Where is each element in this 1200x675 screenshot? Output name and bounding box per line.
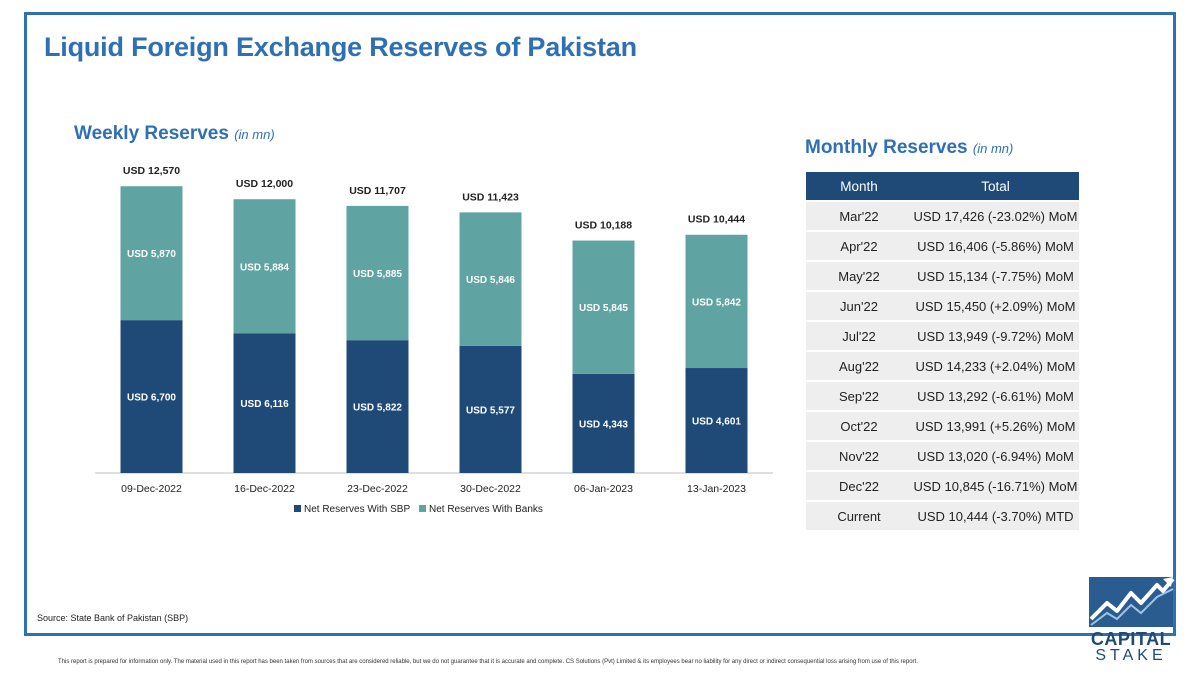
table-row: Jul'22 USD 13,949 (-9.72%) MoM bbox=[806, 322, 1079, 350]
total-cell: USD 15,450 (+2.09%) MoM bbox=[912, 292, 1079, 320]
source-note: Source: State Bank of Pakistan (SBP) bbox=[37, 613, 189, 623]
total-cell: USD 15,134 (-7.75%) MoM bbox=[912, 262, 1079, 290]
data-label-sbp: USD 4,343 bbox=[579, 419, 628, 430]
data-label-banks: USD 5,842 bbox=[692, 297, 741, 308]
bar-sbp bbox=[572, 373, 635, 473]
x-tick-label: 06-Jan-2023 bbox=[574, 483, 633, 495]
data-label-sbp: USD 5,822 bbox=[353, 403, 402, 414]
month-cell: Jun'22 bbox=[806, 292, 912, 320]
data-label-banks: USD 5,845 bbox=[579, 303, 628, 314]
table-row: Mar'22 USD 17,426 (-23.02%) MoM bbox=[806, 202, 1079, 230]
bar-sbp bbox=[346, 340, 409, 473]
legend-label-banks: Net Reserves With Banks bbox=[429, 504, 543, 515]
logo-mark-icon bbox=[1089, 577, 1175, 627]
bar-banks bbox=[572, 240, 635, 374]
month-cell: Current bbox=[806, 502, 912, 530]
column-header-month: Month bbox=[806, 172, 912, 200]
disclaimer: This report is prepared for information … bbox=[58, 659, 918, 665]
total-cell: USD 10,444 (-3.70%) MTD bbox=[912, 502, 1079, 530]
bar-banks bbox=[120, 186, 183, 321]
total-label: USD 10,444 bbox=[688, 214, 745, 226]
data-label-banks: USD 5,846 bbox=[466, 275, 515, 286]
data-label-banks: USD 5,870 bbox=[127, 249, 176, 260]
legend-swatch-banks bbox=[419, 505, 426, 512]
bar-banks bbox=[685, 234, 748, 369]
table-row: Oct'22 USD 13,991 (+5.26%) MoM bbox=[806, 412, 1079, 440]
month-cell: Jul'22 bbox=[806, 322, 912, 350]
month-cell: Sep'22 bbox=[806, 382, 912, 410]
weekly-title-text: Weekly Reserves bbox=[74, 123, 229, 144]
bar-banks bbox=[346, 205, 409, 341]
monthly-reserves-table: Month Total Mar'22 USD 17,426 (-23.02%) M… bbox=[806, 170, 1079, 532]
total-label: USD 12,000 bbox=[236, 178, 293, 190]
weekly-reserves-chart: USD 6,700 USD 5,870 USD 12,570 09-Dec-2022 U… bbox=[95, 165, 773, 515]
bar-sbp bbox=[120, 320, 183, 473]
x-tick-label: 30-Dec-2022 bbox=[460, 483, 521, 495]
bar-sbp bbox=[233, 333, 296, 473]
table-row: Aug'22 USD 14,233 (+2.04%) MoM bbox=[806, 352, 1079, 380]
bar-sbp bbox=[459, 345, 522, 473]
table-row: Apr'22 USD 16,406 (-5.86%) MoM bbox=[806, 232, 1079, 260]
weekly-reserves-title: Weekly Reserves (in mn) bbox=[74, 123, 275, 145]
data-label-sbp: USD 6,700 bbox=[127, 393, 176, 404]
page-title: Liquid Foreign Exchange Reserves of Paki… bbox=[44, 32, 637, 62]
total-label: USD 11,707 bbox=[349, 185, 406, 197]
column-header-total: Total bbox=[912, 172, 1079, 200]
month-cell: Oct'22 bbox=[806, 412, 912, 440]
x-tick-label: 13-Jan-2023 bbox=[687, 483, 746, 495]
total-cell: USD 13,020 (-6.94%) MoM bbox=[912, 442, 1079, 470]
table-row: Nov'22 USD 13,020 (-6.94%) MoM bbox=[806, 442, 1079, 470]
data-label-sbp: USD 4,601 bbox=[692, 417, 741, 428]
logo-text-stake: STAKE bbox=[1095, 647, 1167, 664]
bar-banks bbox=[233, 199, 296, 334]
total-cell: USD 10,845 (-16.71%) MoM bbox=[912, 472, 1079, 500]
total-cell: USD 13,292 (-6.61%) MoM bbox=[912, 382, 1079, 410]
total-cell: USD 14,233 (+2.04%) MoM bbox=[912, 352, 1079, 380]
capital-stake-logo: CAPITAL STAKE bbox=[1087, 575, 1175, 665]
month-cell: Nov'22 bbox=[806, 442, 912, 470]
total-cell: USD 17,426 (-23.02%) MoM bbox=[912, 202, 1079, 230]
month-cell: Dec'22 bbox=[806, 472, 912, 500]
bar-banks bbox=[459, 212, 522, 346]
data-label-banks: USD 5,884 bbox=[240, 262, 289, 273]
total-label: USD 10,188 bbox=[575, 220, 632, 232]
x-tick-label: 23-Dec-2022 bbox=[347, 483, 408, 495]
bar-sbp bbox=[685, 368, 748, 473]
legend-label-sbp: Net Reserves With SBP bbox=[304, 504, 410, 515]
total-label: USD 12,570 bbox=[123, 165, 180, 177]
data-label-sbp: USD 5,577 bbox=[466, 405, 515, 416]
data-label-banks: USD 5,885 bbox=[353, 269, 402, 280]
table-row: May'22 USD 15,134 (-7.75%) MoM bbox=[806, 262, 1079, 290]
logo-text-capital: CAPITAL bbox=[1090, 629, 1172, 649]
data-label-sbp: USD 6,116 bbox=[240, 399, 289, 410]
table-row: Sep'22 USD 13,292 (-6.61%) MoM bbox=[806, 382, 1079, 410]
month-cell: May'22 bbox=[806, 262, 912, 290]
total-cell: USD 16,406 (-5.86%) MoM bbox=[912, 232, 1079, 260]
monthly-unit: (in mn) bbox=[972, 141, 1014, 156]
month-cell: Aug'22 bbox=[806, 352, 912, 380]
x-tick-label: 16-Dec-2022 bbox=[234, 483, 295, 495]
table-header-row: Month Total bbox=[806, 172, 1079, 200]
x-tick-label: 09-Dec-2022 bbox=[121, 483, 182, 495]
table-row: Current USD 10,444 (-3.70%) MTD bbox=[806, 502, 1079, 530]
table-row: Dec'22 USD 10,845 (-16.71%) MoM bbox=[806, 472, 1079, 500]
total-label: USD 11,423 bbox=[462, 191, 519, 203]
month-cell: Mar'22 bbox=[806, 202, 912, 230]
table-body: Mar'22 USD 17,426 (-23.02%) MoM Apr'22 USD … bbox=[806, 202, 1079, 530]
table-row: Jun'22 USD 15,450 (+2.09%) MoM bbox=[806, 292, 1079, 320]
total-cell: USD 13,949 (-9.72%) MoM bbox=[912, 322, 1079, 350]
monthly-reserves-title: Monthly Reserves (in mn) bbox=[805, 137, 1013, 159]
total-cell: USD 13,991 (+5.26%) MoM bbox=[912, 412, 1079, 440]
month-cell: Apr'22 bbox=[806, 232, 912, 260]
legend-swatch-sbp bbox=[294, 505, 301, 512]
monthly-title-text: Monthly Reserves bbox=[805, 137, 968, 158]
weekly-unit: (in mn) bbox=[234, 127, 275, 142]
slide-frame bbox=[24, 12, 1176, 636]
